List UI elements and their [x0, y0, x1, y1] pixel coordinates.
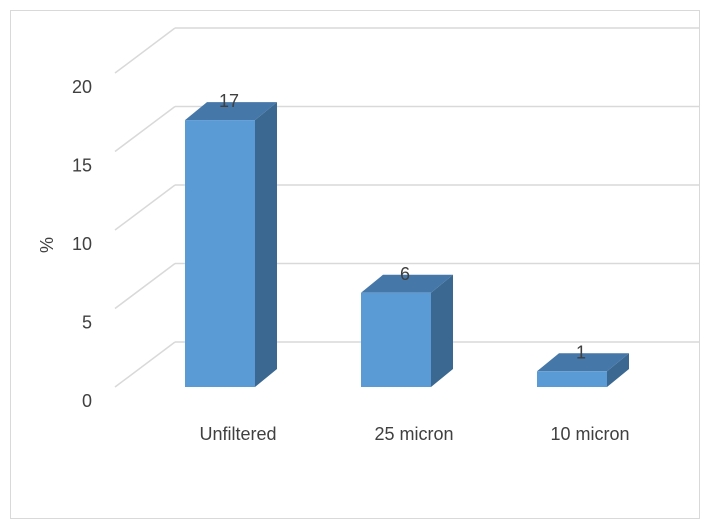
y-tick-label: 15 — [72, 156, 92, 176]
y-tick-label: 20 — [72, 77, 92, 97]
bar-unfiltered — [185, 102, 277, 387]
x-tick-label: 10 micron — [550, 424, 629, 444]
data-label: 6 — [400, 264, 410, 284]
y-tick-label: 10 — [72, 234, 92, 254]
y-tick-labels: 0 5 10 15 20 — [72, 77, 92, 411]
chart-frame — [10, 10, 700, 519]
y-tick-label: 0 — [82, 391, 92, 411]
y-axis-label: % — [37, 237, 57, 253]
bar-10-micron — [537, 353, 629, 387]
y-tick-label: 5 — [82, 313, 92, 333]
gridline — [114, 27, 700, 74]
data-label: 17 — [219, 91, 239, 111]
data-label: 1 — [576, 342, 586, 362]
x-tick-label: 25 micron — [374, 424, 453, 444]
bars — [185, 102, 629, 387]
x-tick-labels: Unfiltered 25 micron 10 micron — [199, 424, 629, 444]
x-tick-label: Unfiltered — [199, 424, 276, 444]
bar-25-micron — [361, 274, 453, 387]
